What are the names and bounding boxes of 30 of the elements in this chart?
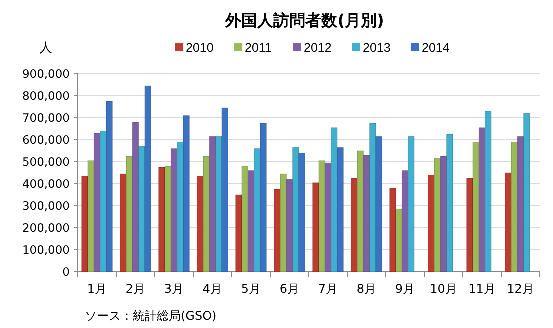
x-tick-label: 12月	[507, 282, 534, 296]
x-tick-label: 5月	[241, 282, 262, 296]
y-axis-title: 人	[40, 41, 52, 56]
legend-label: 2010	[186, 41, 214, 55]
x-tick-label: 2月	[126, 282, 146, 296]
y-tick-label: 200,000	[22, 221, 70, 235]
y-tick-label: 100,000	[22, 243, 70, 257]
text: ソース：統計総局(GSO)	[85, 309, 217, 323]
y-tick-label: 400,000	[22, 177, 70, 191]
x-tick-label: 9月	[395, 282, 416, 296]
x-tick-label: 8月	[356, 282, 377, 296]
x-tick-label: 6月	[280, 282, 300, 296]
x-tick-label: 4月	[202, 282, 223, 296]
y-tick-label: 600,000	[22, 133, 70, 147]
legend-label: 2013	[363, 41, 391, 55]
y-tick-label: 800,000	[22, 89, 70, 103]
legend-label: 2012	[304, 41, 332, 55]
x-tick-label: 10月	[430, 282, 458, 296]
y-tick-label: 0	[62, 265, 70, 279]
y-tick-label: 500,000	[22, 155, 70, 169]
chart-title: 外国人訪問者数(月別)	[224, 11, 384, 30]
x-tick-label: 3月	[164, 282, 184, 296]
x-tick-label: 11月	[468, 282, 496, 296]
y-tick-label: 700,000	[22, 111, 70, 125]
y-tick-label: 900,000	[22, 67, 70, 81]
x-tick-label: 7月	[318, 282, 338, 296]
y-tick-label: 300,000	[22, 199, 70, 213]
legend-label: 2011	[245, 41, 272, 55]
legend-label: 2014	[422, 41, 450, 55]
x-tick-label: 1月	[87, 282, 108, 296]
